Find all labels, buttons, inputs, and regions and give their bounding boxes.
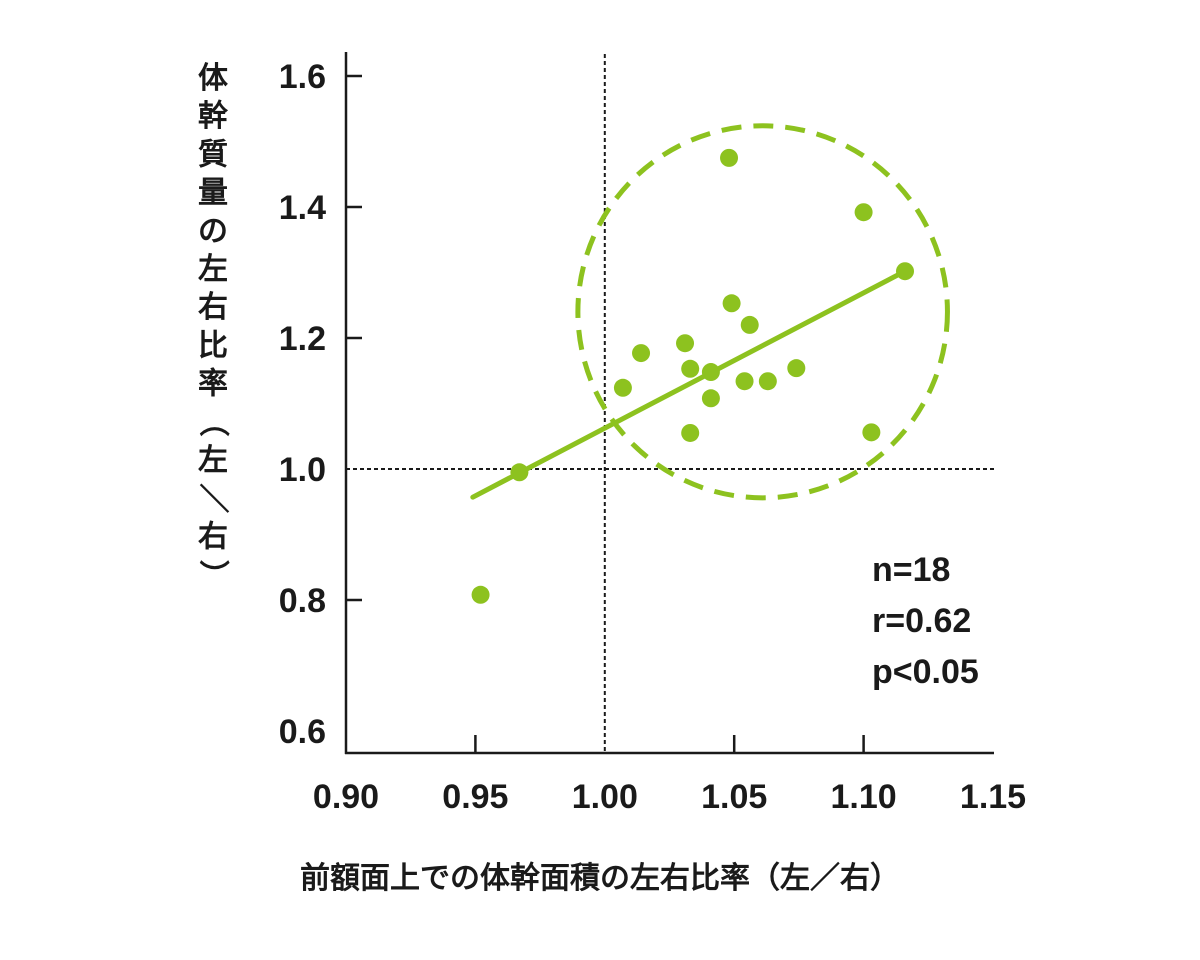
data-point bbox=[701, 363, 720, 382]
axes bbox=[344, 52, 994, 755]
y-axis-title-char: 率 bbox=[198, 367, 228, 402]
x-tick-label: 1.10 bbox=[831, 778, 897, 816]
y-tick-label: 1.4 bbox=[279, 189, 326, 227]
data-point bbox=[613, 378, 632, 397]
stats-annotation: n=18 r=0.62 p<0.05 bbox=[872, 551, 979, 691]
data-point bbox=[720, 148, 739, 167]
data-point bbox=[722, 294, 741, 313]
y-axis-title-char: 質 bbox=[198, 137, 228, 172]
x-tick-label: 0.90 bbox=[313, 778, 379, 816]
stat-n: n=18 bbox=[872, 551, 950, 589]
y-axis-title-char: 体 bbox=[198, 61, 229, 96]
data-point bbox=[735, 372, 754, 391]
x-tick-label: 0.95 bbox=[442, 778, 508, 816]
data-points bbox=[471, 148, 915, 604]
y-tick-label: 1.0 bbox=[279, 451, 326, 489]
y-axis-title-char: 量 bbox=[198, 176, 228, 211]
y-axis-title-char: 右 bbox=[198, 290, 228, 325]
y-axis-title-char: （ bbox=[195, 407, 230, 437]
y-axis-title-char: 左 bbox=[198, 443, 228, 478]
data-point bbox=[758, 372, 777, 391]
dashed-highlight-circle bbox=[575, 123, 950, 501]
data-point bbox=[896, 262, 915, 281]
stat-r: r=0.62 bbox=[872, 602, 971, 640]
y-axis-title-char: 右 bbox=[198, 519, 228, 554]
y-tick-label: 1.2 bbox=[279, 320, 326, 358]
data-point bbox=[681, 359, 700, 378]
data-point bbox=[701, 389, 720, 408]
data-point bbox=[787, 359, 806, 378]
y-axis-title-char: ／ bbox=[195, 483, 230, 513]
stat-p: p<0.05 bbox=[872, 653, 979, 691]
data-point bbox=[632, 344, 651, 363]
regression-line bbox=[470, 268, 908, 500]
y-axis-title-char: 左 bbox=[198, 252, 228, 287]
data-point bbox=[854, 203, 873, 222]
y-tick-label: 1.6 bbox=[279, 58, 326, 96]
data-point bbox=[676, 334, 695, 353]
data-point bbox=[862, 423, 881, 442]
y-tick-label: 0.6 bbox=[279, 713, 326, 751]
y-axis-title-char: 比 bbox=[198, 328, 228, 363]
x-tick-label: 1.05 bbox=[701, 778, 767, 816]
x-axis-title: 前額面上での体幹面積の左右比率（左／右） bbox=[300, 861, 900, 896]
reference-lines bbox=[346, 54, 994, 753]
x-tick-labels: 0.90 0.95 1.00 1.05 1.10 1.15 bbox=[313, 778, 1026, 816]
y-axis-title-char: 幹 bbox=[198, 99, 229, 134]
y-axis-title-char: の bbox=[198, 214, 228, 249]
data-point bbox=[471, 585, 490, 604]
y-tick-labels: 0.6 0.8 1.0 1.2 1.4 1.6 bbox=[279, 58, 326, 751]
y-axis-title-char: ） bbox=[195, 560, 230, 590]
data-point bbox=[740, 315, 759, 334]
regression-line-path bbox=[470, 268, 908, 500]
data-point bbox=[681, 423, 700, 442]
y-tick-label: 0.8 bbox=[279, 582, 326, 620]
highlight-circle bbox=[575, 123, 950, 501]
data-point bbox=[510, 463, 529, 482]
x-tick-label: 1.15 bbox=[960, 778, 1026, 816]
x-tick-label: 1.00 bbox=[572, 778, 638, 816]
